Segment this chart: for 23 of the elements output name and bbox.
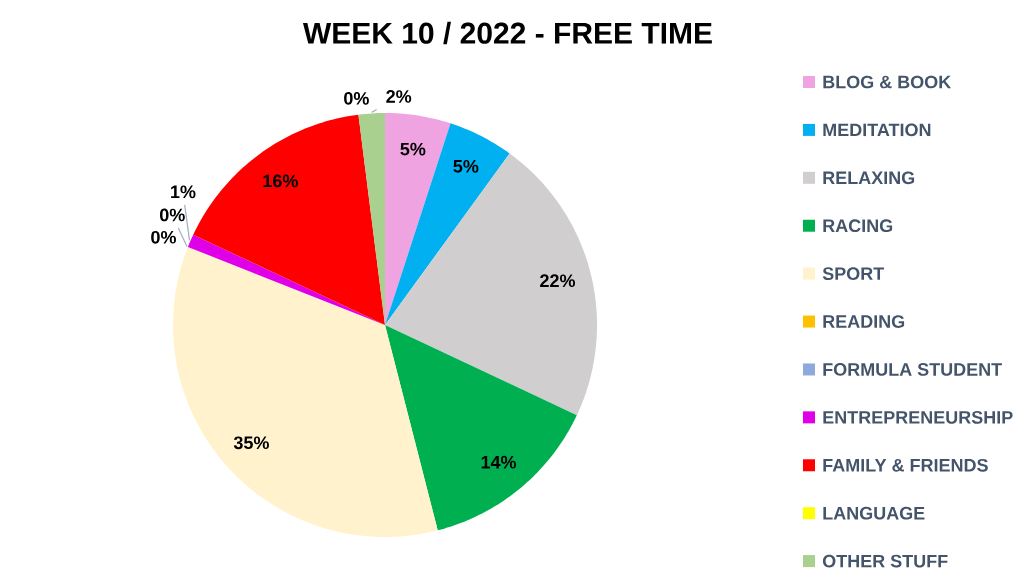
data-label: 5% <box>453 159 479 173</box>
data-label: 22% <box>540 274 576 288</box>
data-label: 1% <box>171 185 196 199</box>
data-label: 2% <box>386 90 412 103</box>
data-label: 14% <box>481 455 517 469</box>
legend-label: RELAXING <box>823 171 915 185</box>
legend-label: SPORT <box>822 267 885 280</box>
legend-label: BLOG & BOOK <box>823 75 952 89</box>
legend-label: READING <box>823 315 905 328</box>
legend-label: MEDITATION <box>823 123 931 137</box>
text: 0% <box>344 92 369 105</box>
legend-label: LANGUAGE <box>823 506 925 520</box>
text: 0% <box>160 208 185 222</box>
data-label: 5% <box>400 142 426 156</box>
text: 0% <box>151 230 176 244</box>
legend-label: FAMILY & FRIENDS <box>823 458 988 472</box>
data-label: 16% <box>263 174 298 188</box>
data-label: 35% <box>233 436 269 450</box>
legend-label: ENTREPRENEURSHIP <box>823 411 1013 424</box>
legend-label: FORMULA STUDENT <box>823 363 1002 376</box>
chart-title: WEEK 10 / 2022 - FREE TIME <box>302 21 712 45</box>
legend-label: OTHER STUFF <box>822 554 948 568</box>
legend-label: RACING <box>823 219 893 233</box>
